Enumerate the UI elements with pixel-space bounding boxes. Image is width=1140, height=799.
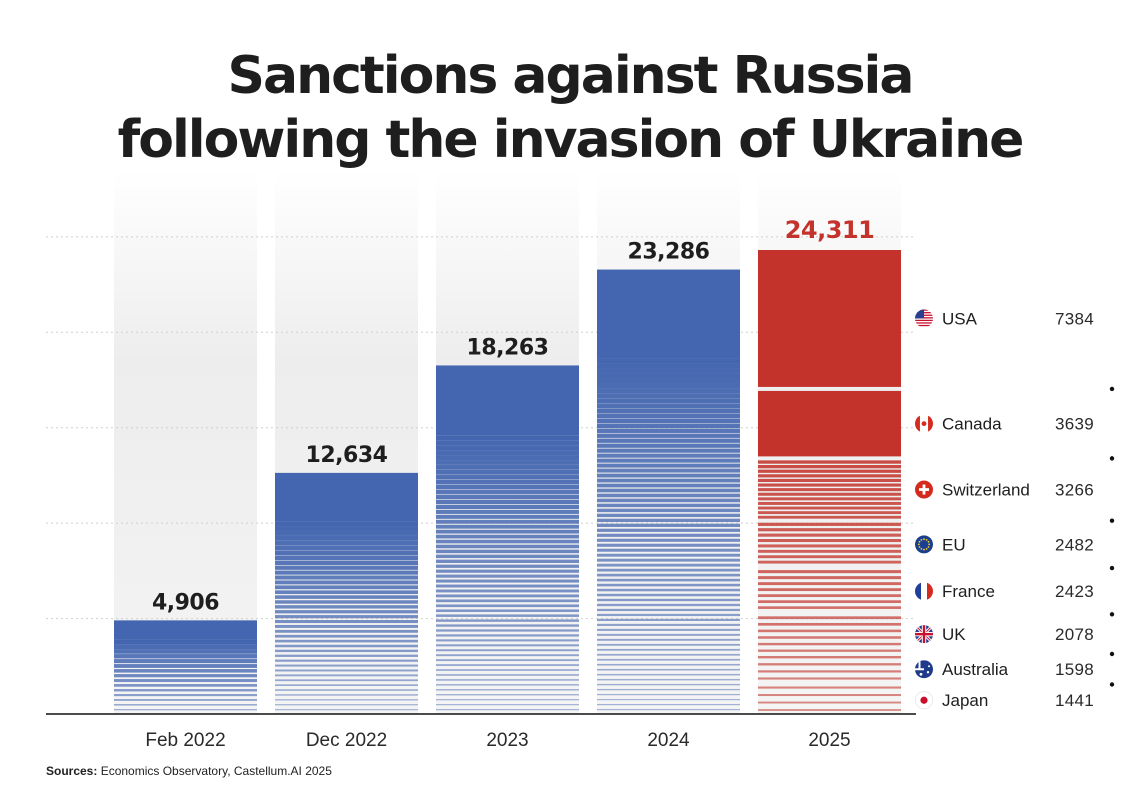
bar-value-label: 18,263 xyxy=(467,335,549,360)
japan-flag-icon xyxy=(914,691,934,710)
legend-item-uk: UK 2078 xyxy=(915,625,1094,644)
legend-country-label: Canada xyxy=(942,415,1002,434)
legend-country-value: 2482 xyxy=(1055,535,1094,554)
legend-country-value: 3639 xyxy=(1055,415,1094,434)
sources-text: Economics Observatory, Castellum.AI 2025 xyxy=(100,764,332,778)
eu-flag-icon xyxy=(915,535,933,554)
australia-flag-icon xyxy=(915,660,933,679)
legend-country-label: EU xyxy=(942,535,966,554)
x-tick-label: 2025 xyxy=(808,730,850,751)
stack-segment-switzerland xyxy=(758,460,901,519)
bar-dec-2022 xyxy=(275,472,418,711)
segment-divider-dot xyxy=(1109,565,1115,571)
stack-segment-uk xyxy=(758,616,901,652)
stack-segment-japan xyxy=(758,686,901,711)
legend-country-label: USA xyxy=(942,309,978,328)
segment-divider-dot xyxy=(1109,456,1115,461)
chart-title-line-1: Sanctions against Russia xyxy=(227,46,915,106)
legend-country-label: Australia xyxy=(942,660,1009,679)
bar-feb-2022 xyxy=(114,620,257,711)
bar-value-label: 12,634 xyxy=(306,443,388,468)
france-flag-icon xyxy=(915,582,933,601)
legend-country-label: Japan xyxy=(942,691,988,710)
us-flag-icon xyxy=(915,309,933,327)
uk-flag-icon xyxy=(915,625,933,644)
segment-divider-dot xyxy=(1109,518,1115,523)
legend-item-japan: Japan 1441 xyxy=(914,691,1094,710)
column-background xyxy=(275,170,418,714)
stack-segment-eu xyxy=(758,522,901,564)
stack-segment-canada xyxy=(758,390,901,457)
x-tick-label: Feb 2022 xyxy=(145,730,225,751)
legend-country-value: 1598 xyxy=(1055,660,1094,679)
bar-value-label: 4,906 xyxy=(152,590,219,615)
legend-country-label: UK xyxy=(942,625,966,644)
chart-title-line-2: following the invasion of Ukraine xyxy=(117,110,1025,170)
sources-note: Sources: Economics Observatory, Castellu… xyxy=(46,764,332,778)
x-tick-label: Dec 2022 xyxy=(306,730,387,751)
legend-item-eu: EU 2482 xyxy=(915,535,1094,554)
legend-country-value: 2423 xyxy=(1055,582,1094,601)
legend-country-value: 1441 xyxy=(1055,691,1094,710)
legend-country-value: 3266 xyxy=(1055,481,1094,500)
legend-item-switzerland: Switzerland 3266 xyxy=(915,480,1094,500)
legend-country-label: France xyxy=(942,582,995,601)
chart-title: Sanctions against Russia following the i… xyxy=(0,44,1140,172)
legend-country-value: 7384 xyxy=(1055,309,1094,328)
legend-item-usa: USA 7384 xyxy=(915,309,1094,328)
segment-divider-dot xyxy=(1109,651,1115,657)
bar-2024 xyxy=(597,269,740,711)
legend-item-canada: Canada 3639 xyxy=(915,414,1094,434)
x-tick-label: 2024 xyxy=(647,730,690,751)
switzerland-flag-icon xyxy=(915,480,933,499)
stack-segment-australia xyxy=(758,655,901,680)
stack-segment-usa xyxy=(758,250,901,387)
legend-country-value: 2078 xyxy=(1055,625,1094,644)
canada-flag-icon xyxy=(915,414,933,433)
bar-value-label: 23,286 xyxy=(628,240,710,265)
bar-value-label-2025: 24,311 xyxy=(785,216,875,244)
segment-divider-dot xyxy=(1109,386,1115,392)
segment-divider-dot xyxy=(1109,682,1115,687)
legend-item-australia: Australia 1598 xyxy=(915,660,1094,679)
stack-segment-france xyxy=(758,570,901,609)
x-tick-label: 2023 xyxy=(486,730,528,751)
legend-item-france: France 2423 xyxy=(915,582,1094,601)
bar-2023 xyxy=(436,365,579,711)
legend-country-label: Switzerland xyxy=(942,481,1030,500)
segment-divider-dot xyxy=(1109,612,1115,617)
sources-label: Sources: xyxy=(46,764,98,778)
